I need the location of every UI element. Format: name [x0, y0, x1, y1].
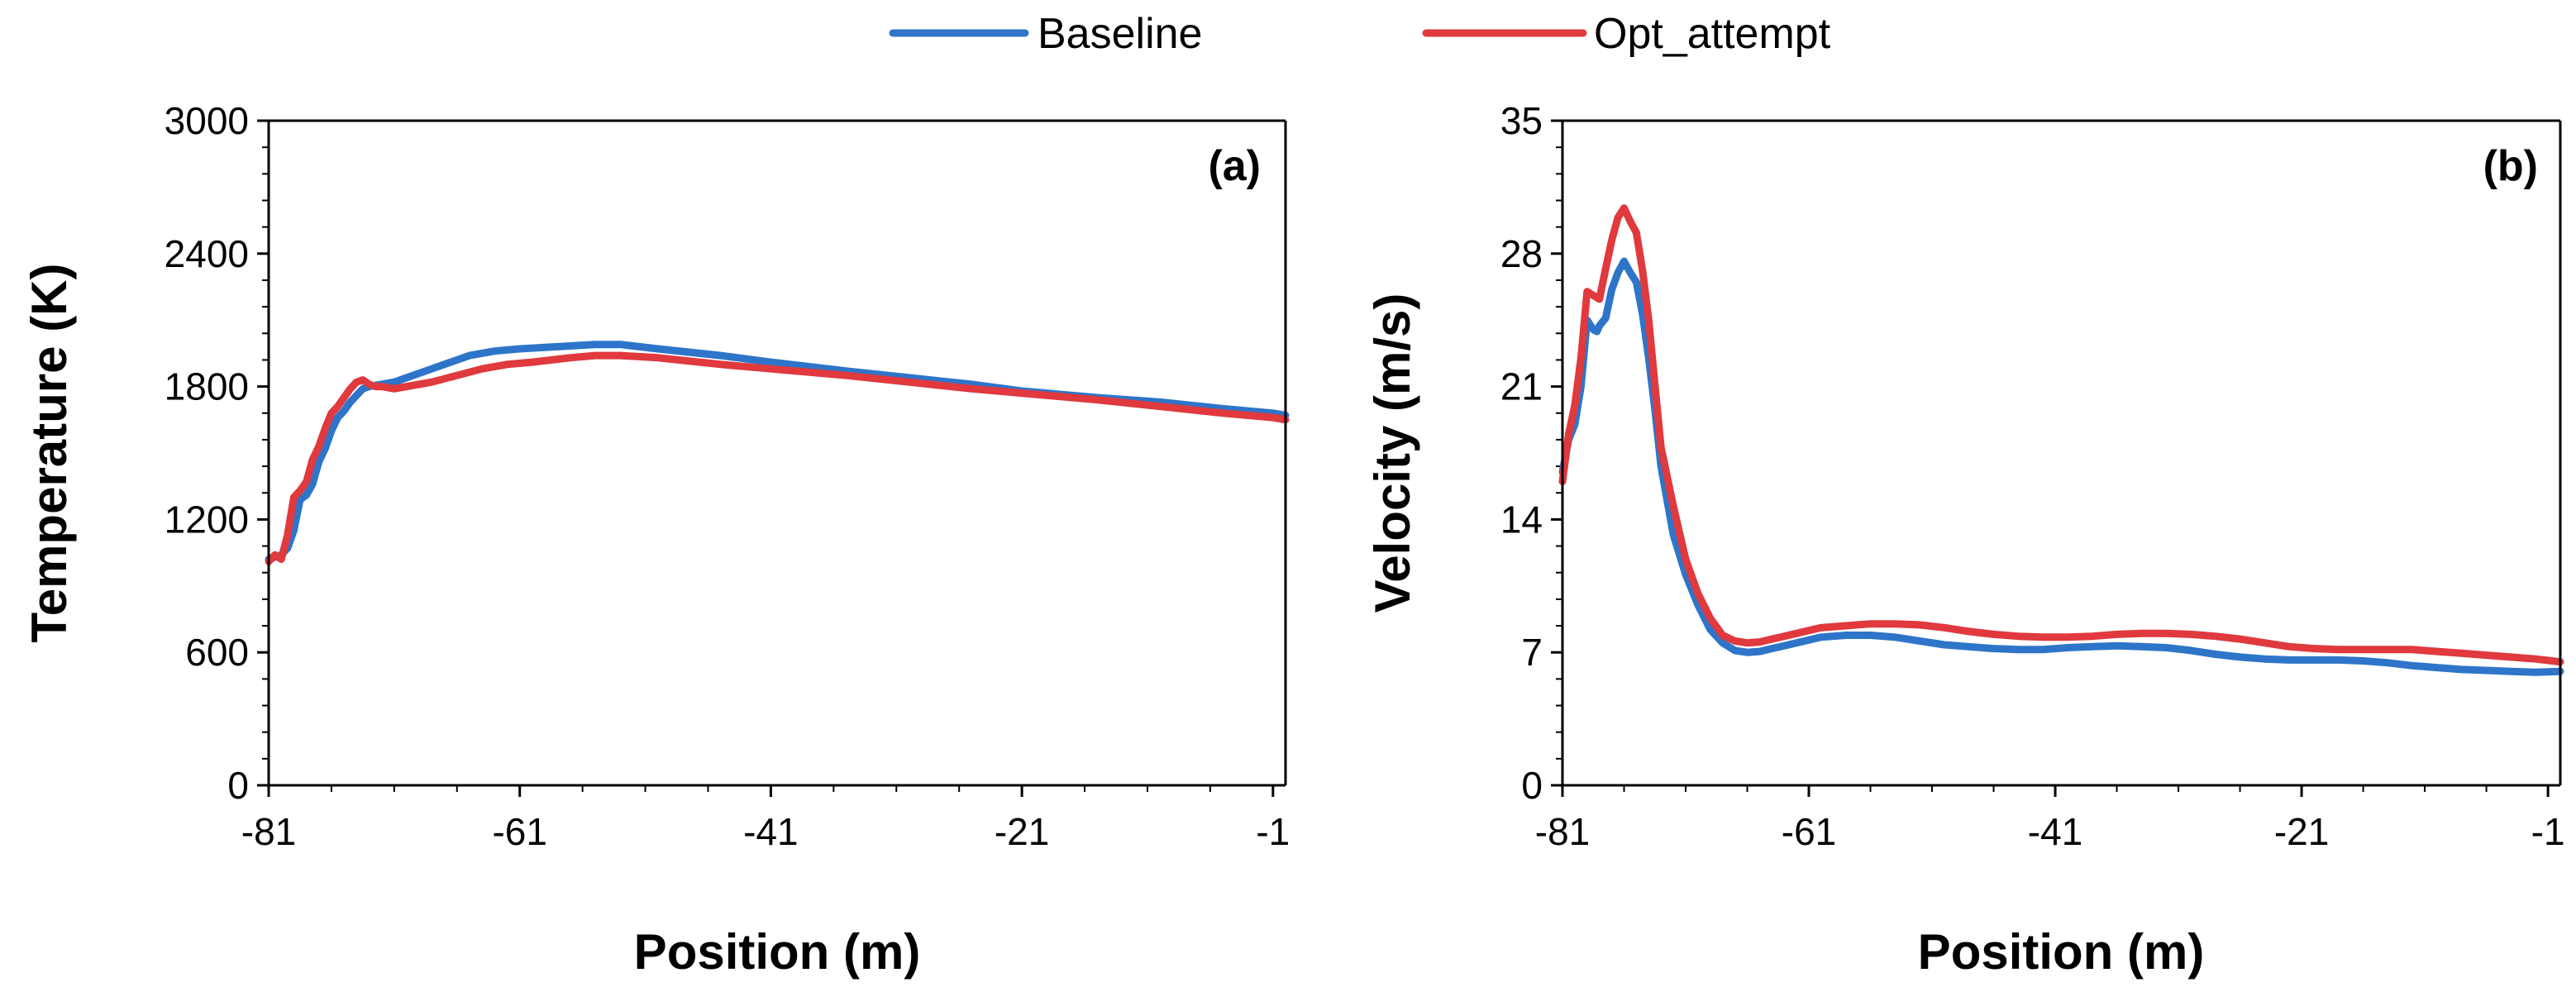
temperature-x-tick-label: -1	[1256, 810, 1290, 853]
temperature-y-tick-label: 600	[185, 631, 249, 674]
temperature-x-tick-label: -81	[241, 810, 296, 853]
legend-baseline-label: Baseline	[1038, 10, 1202, 58]
velocity-y-tick-label: 35	[1500, 99, 1543, 142]
velocity-x-ticks: -81 -61 -41 -21 -1	[1535, 785, 2565, 853]
temperature-y-tick-label: 0	[227, 764, 249, 807]
velocity-panel-label: (b)	[2483, 142, 2538, 190]
velocity-x-tick-label: -61	[1782, 810, 1836, 853]
legend-opt-attempt-label: Opt_attempt	[1594, 10, 1831, 58]
velocity-y-tick-label: 14	[1500, 498, 1543, 541]
velocity-x-axis-title: Position (m)	[1918, 924, 2205, 980]
temperature-x-axis-title: Position (m)	[634, 924, 921, 980]
velocity-x-tick-label: -41	[2028, 810, 2082, 853]
temperature-series-opt-attempt-line	[265, 351, 1290, 565]
velocity-series-baseline-line	[1558, 257, 2564, 676]
velocity-y-ticks: 0 7 14 21 28 35	[1500, 99, 1562, 807]
temperature-x-tick-label: -21	[995, 810, 1049, 853]
velocity-y-tick-label: 21	[1500, 365, 1543, 408]
temperature-x-tick-label: -41	[743, 810, 798, 853]
velocity-y-tick-label: 7	[1521, 631, 1543, 674]
velocity-series	[1558, 204, 2564, 676]
temperature-y-axis-title: Temperature (K)	[21, 264, 77, 643]
velocity-y-tick-label: 0	[1521, 764, 1543, 807]
velocity-series-opt-attempt-line	[1558, 204, 2564, 666]
velocity-x-tick-label: -1	[2531, 810, 2565, 853]
temperature-y-tick-label: 3000	[165, 99, 249, 142]
temperature-y-tick-label: 1200	[165, 498, 249, 541]
velocity-y-axis-title: Velocity (m/s)	[1365, 293, 1420, 613]
temperature-x-tick-label: -61	[492, 810, 546, 853]
velocity-y-tick-label: 28	[1500, 232, 1543, 275]
temperature-series	[265, 341, 1290, 565]
temperature-series-baseline-line	[265, 341, 1290, 564]
legend: Baseline Opt_attempt	[889, 10, 1831, 58]
temperature-y-tick-label: 2400	[165, 232, 249, 275]
velocity-x-tick-label: -21	[2274, 810, 2329, 853]
velocity-x-tick-label: -81	[1535, 810, 1590, 853]
temperature-panel-label: (a)	[1208, 142, 1261, 190]
temperature-y-tick-label: 1800	[165, 365, 249, 408]
temperature-y-ticks: 0 600 1200 1800 2400 3000	[165, 99, 269, 807]
temperature-x-ticks: -81 -61 -41 -21 -1	[241, 785, 1290, 853]
velocity-chart: 0 7 14 21 28 35 -81 -61 -41 -21 -1 (b) Position (…	[1365, 99, 2565, 980]
